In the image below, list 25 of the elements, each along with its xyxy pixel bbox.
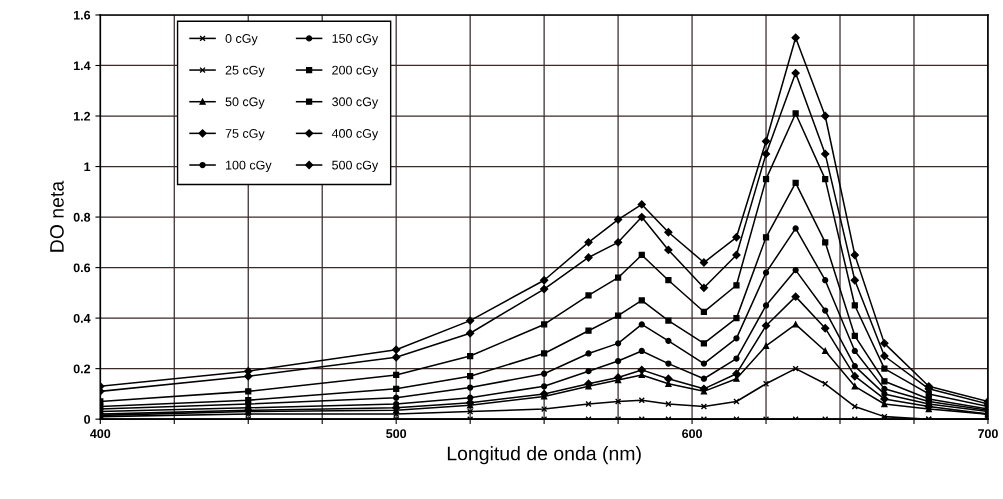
legend-label: 500 cGy xyxy=(332,160,379,172)
legend-label: 150 cGy xyxy=(332,34,379,46)
legend-label: 50 cGy xyxy=(225,97,265,109)
y-tick-label: 0.8 xyxy=(73,212,91,222)
x-tick-label: 400 xyxy=(90,429,111,439)
y-tick-label: 1.6 xyxy=(73,10,91,20)
legend-label: 300 cGy xyxy=(332,97,379,109)
y-tick-label: 1 xyxy=(84,162,91,172)
legend-label: 400 cGy xyxy=(331,129,379,141)
y-tick-label: 0 xyxy=(84,414,91,424)
x-tick-label: 600 xyxy=(682,429,702,439)
legend-label: 25 cGy xyxy=(225,65,265,78)
x-tick-label: 500 xyxy=(386,429,407,439)
legend-label: 100 cGy xyxy=(226,160,272,172)
y-tick-label: 0.4 xyxy=(73,313,91,323)
y-tick-label: 0.2 xyxy=(73,364,91,374)
y-axis-title: DO neta xyxy=(50,180,64,252)
y-tick-label: 1.4 xyxy=(73,61,91,71)
x-axis-title: Longitud de onda (nm) xyxy=(447,446,641,465)
legend-label: 75 cGy xyxy=(225,129,265,141)
legend-label: 0 cGy xyxy=(225,34,258,46)
legend-label: 200 cGy xyxy=(332,65,379,78)
x-tick-label: 700 xyxy=(978,429,998,439)
y-tick-label: 0.6 xyxy=(73,263,91,273)
y-tick-label: 1.2 xyxy=(73,111,91,121)
